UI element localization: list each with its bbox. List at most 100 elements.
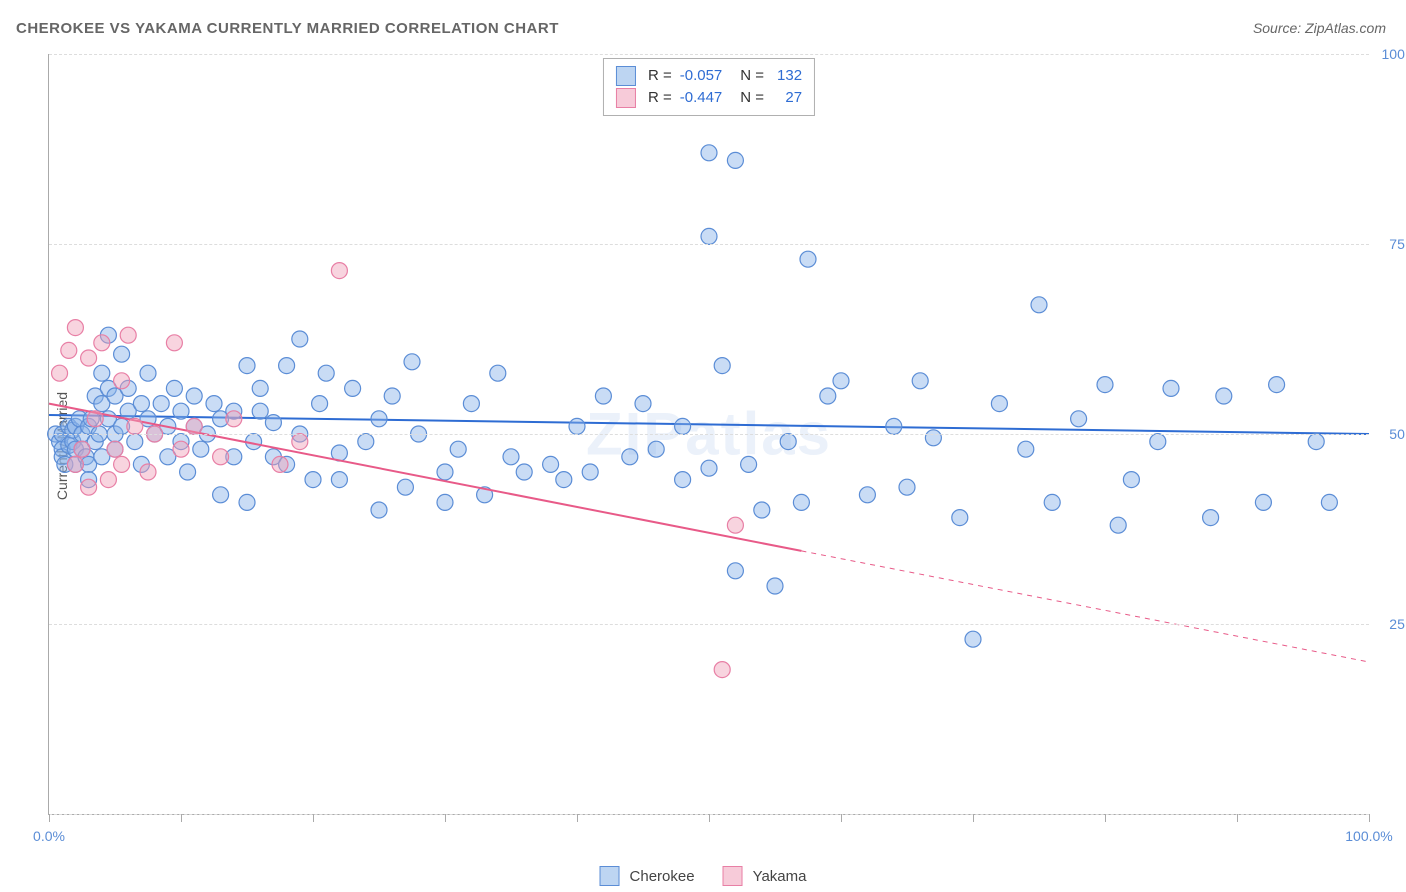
data-point (213, 449, 229, 465)
data-point (186, 418, 202, 434)
data-point (331, 472, 347, 488)
x-tick (841, 814, 842, 822)
data-point (701, 460, 717, 476)
data-point (1031, 297, 1047, 313)
data-point (820, 388, 836, 404)
data-point (793, 494, 809, 510)
data-point (193, 441, 209, 457)
data-point (52, 365, 68, 381)
data-point (140, 464, 156, 480)
stats-row: R =-0.447N =27 (616, 87, 802, 109)
n-label: N = (740, 87, 764, 109)
x-tick (1369, 814, 1370, 822)
r-value: -0.057 (680, 65, 723, 87)
y-tick-label: 25.0% (1374, 616, 1406, 632)
data-point (450, 441, 466, 457)
x-tick (709, 814, 710, 822)
data-point (859, 487, 875, 503)
legend-label: Cherokee (630, 868, 695, 885)
y-tick-label: 75.0% (1374, 236, 1406, 252)
x-tick (1237, 814, 1238, 822)
data-point (1203, 510, 1219, 526)
data-point (100, 472, 116, 488)
data-point (404, 354, 420, 370)
data-point (67, 320, 83, 336)
data-point (345, 380, 361, 396)
data-point (272, 456, 288, 472)
data-point (899, 479, 915, 495)
data-point (120, 327, 136, 343)
data-point (180, 464, 196, 480)
r-label: R = (648, 87, 672, 109)
data-point (556, 472, 572, 488)
legend-swatch (723, 866, 743, 886)
data-point (371, 502, 387, 518)
plot-area: ZIPatlas R =-0.057N =132R =-0.447N =27 2… (48, 54, 1369, 815)
data-point (1163, 380, 1179, 396)
data-point (384, 388, 400, 404)
data-point (1044, 494, 1060, 510)
trend-line-extrapolated (801, 551, 1369, 662)
gridline (49, 54, 1369, 55)
data-point (252, 403, 268, 419)
data-point (1255, 494, 1271, 510)
data-point (991, 396, 1007, 412)
data-point (1150, 434, 1166, 450)
n-value: 132 (772, 65, 802, 87)
data-point (1216, 388, 1232, 404)
y-tick-label: 50.0% (1374, 426, 1406, 442)
data-point (965, 631, 981, 647)
data-point (239, 494, 255, 510)
data-point (94, 365, 110, 381)
x-tick (973, 814, 974, 822)
gridline (49, 244, 1369, 245)
data-point (127, 418, 143, 434)
x-tick-label: 0.0% (33, 828, 65, 844)
data-point (358, 434, 374, 450)
data-point (153, 396, 169, 412)
legend-label: Yakama (753, 868, 807, 885)
data-point (569, 418, 585, 434)
data-point (516, 464, 532, 480)
data-point (173, 403, 189, 419)
data-point (1097, 377, 1113, 393)
data-point (252, 380, 268, 396)
data-point (61, 342, 77, 358)
data-point (133, 396, 149, 412)
data-point (127, 434, 143, 450)
data-point (767, 578, 783, 594)
data-point (107, 441, 123, 457)
legend-item: Cherokee (600, 866, 695, 886)
r-value: -0.447 (680, 87, 723, 109)
data-point (833, 373, 849, 389)
data-point (1123, 472, 1139, 488)
source-attribution: Source: ZipAtlas.com (1253, 20, 1386, 36)
data-point (94, 335, 110, 351)
data-point (503, 449, 519, 465)
data-point (173, 441, 189, 457)
gridline (49, 434, 1369, 435)
data-point (925, 430, 941, 446)
data-point (622, 449, 638, 465)
x-tick (445, 814, 446, 822)
data-point (186, 388, 202, 404)
data-point (675, 472, 691, 488)
data-point (318, 365, 334, 381)
data-point (701, 145, 717, 161)
data-point (1110, 517, 1126, 533)
data-point (463, 396, 479, 412)
data-point (226, 411, 242, 427)
data-point (648, 441, 664, 457)
data-point (886, 418, 902, 434)
data-point (675, 418, 691, 434)
data-point (166, 380, 182, 396)
r-label: R = (648, 65, 672, 87)
stats-row: R =-0.057N =132 (616, 65, 802, 87)
data-point (635, 396, 651, 412)
data-point (1308, 434, 1324, 450)
stats-box: R =-0.057N =132R =-0.447N =27 (603, 58, 815, 116)
data-point (213, 487, 229, 503)
data-point (87, 411, 103, 427)
data-point (595, 388, 611, 404)
legend-swatch (600, 866, 620, 886)
